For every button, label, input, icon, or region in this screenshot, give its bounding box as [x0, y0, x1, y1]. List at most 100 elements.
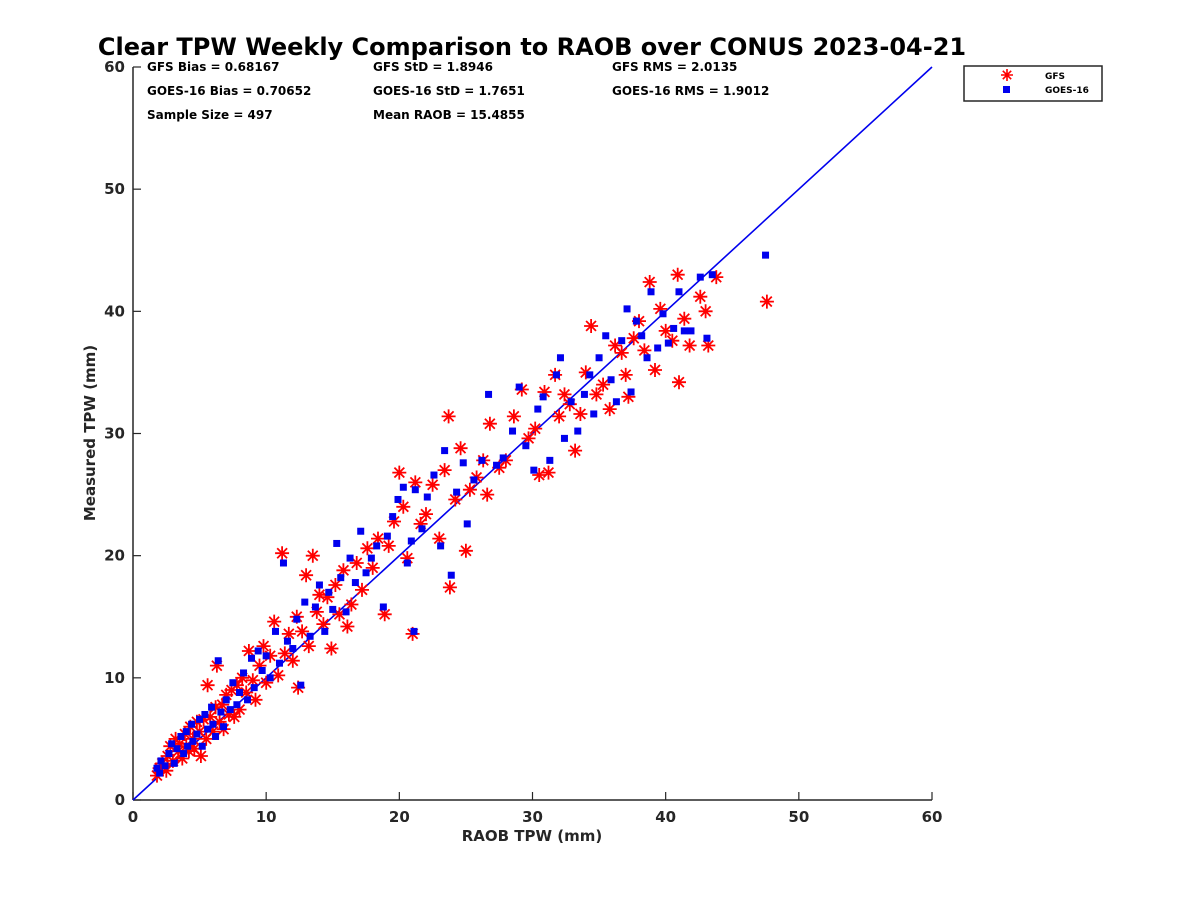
goes-16-point [220, 723, 228, 731]
goes-16-point [638, 332, 646, 340]
goes-std-text: GOES-16 StD = 1.7651 [373, 84, 525, 98]
goes-16-point [580, 390, 588, 398]
goes-16-point [680, 327, 688, 335]
goes-16-point [301, 598, 309, 606]
goes-16-point [182, 728, 190, 736]
gfs-point [360, 541, 375, 556]
goes-16-point [337, 574, 345, 582]
gfs-point [187, 741, 202, 756]
legend-gfs-label: GFS [1045, 72, 1065, 82]
goes-16-point [306, 632, 314, 640]
gfs-point [371, 531, 385, 546]
gfs-point [453, 441, 468, 456]
gfs-point [626, 331, 641, 346]
goes-16-point [659, 310, 667, 318]
gfs-point [578, 365, 593, 380]
chart-title: Clear TPW Weekly Comparison to RAOB over… [98, 33, 966, 61]
goes-16-point [311, 603, 319, 611]
gfs-point [693, 289, 708, 304]
goes-16-point [289, 645, 297, 653]
gfs-point [506, 409, 521, 424]
goes-16-point [217, 708, 225, 716]
gfs-point [387, 514, 401, 529]
gfs-point [245, 673, 260, 688]
statistics-annotations: GFS Bias = 0.68167 GFS StD = 1.8946 GFS … [147, 60, 769, 122]
goes-16-point [708, 271, 716, 279]
gfs-point [425, 477, 440, 492]
goes-16-point [170, 759, 178, 767]
goes-16-point [212, 732, 220, 740]
y-tick-label: 40 [104, 302, 125, 320]
goes-16-point [153, 764, 161, 772]
gfs-point [648, 363, 662, 377]
goes-16-point [602, 332, 610, 340]
goes-16-point [399, 483, 407, 491]
x-axis-label: RAOB TPW (mm) [462, 827, 603, 845]
goes-16-series [153, 251, 770, 777]
goes-16-point [437, 542, 445, 550]
goes-16-point [567, 398, 575, 406]
gfs-point [344, 597, 359, 612]
gfs-point [396, 499, 411, 514]
gfs-point [229, 678, 244, 693]
gfs-point [537, 385, 552, 399]
gfs-point [295, 624, 310, 639]
gfs-point [442, 580, 457, 595]
goes-16-point [244, 696, 252, 704]
goes-16-point [254, 647, 262, 655]
gfs-point [672, 375, 686, 390]
goes-16-point [236, 688, 244, 696]
gfs-point [285, 653, 300, 668]
gfs-point [400, 551, 415, 566]
goes-16-point [423, 493, 431, 501]
goes-16-point [430, 471, 438, 479]
goes-16-point [687, 327, 695, 335]
gfs-point [312, 587, 327, 602]
goes-16-point [165, 750, 173, 758]
goes-16-point [240, 669, 248, 677]
gfs-point [677, 311, 692, 326]
gfs-point [670, 267, 685, 282]
goes-16-point [196, 715, 204, 723]
gfs-point [199, 731, 214, 746]
goes-16-point [618, 337, 626, 345]
gfs-point [709, 270, 724, 285]
goes-16-point [184, 742, 192, 750]
gfs-point [172, 736, 187, 751]
gfs-point [256, 639, 271, 654]
goes-16-point [315, 581, 323, 589]
gfs-point [299, 568, 314, 583]
gfs-point [642, 275, 657, 289]
goes-16-point [539, 393, 547, 401]
legend-box [963, 65, 1103, 102]
x-tick-label: 30 [522, 808, 543, 826]
gfs-point [252, 658, 267, 673]
gfs-point [614, 345, 629, 360]
gfs-point [552, 409, 567, 424]
goes-16-point [389, 513, 397, 521]
goes-16-point [515, 383, 523, 391]
gfs-point [203, 709, 218, 724]
gfs-std-text: GFS StD = 1.8946 [373, 60, 493, 74]
goes-16-point [522, 442, 530, 450]
x-tick-label: 50 [788, 808, 809, 826]
goes-16-point [373, 542, 381, 550]
goes-16-point [459, 459, 467, 467]
goes-16-point [271, 627, 279, 635]
goes-16-point [329, 605, 337, 613]
goes-16-point [696, 273, 704, 281]
gfs-point [309, 604, 324, 619]
goes-16-point [675, 288, 683, 296]
gfs-point [205, 724, 220, 739]
gfs-point [320, 590, 335, 605]
gfs-point [193, 749, 208, 763]
goes-16-point [193, 730, 201, 738]
gfs-point [441, 409, 456, 424]
gfs-point [602, 402, 617, 417]
goes-16-point [379, 603, 387, 611]
gfs-point [637, 343, 652, 358]
gfs-point [209, 658, 224, 673]
gfs-point [328, 578, 343, 592]
gfs-point [682, 338, 697, 353]
